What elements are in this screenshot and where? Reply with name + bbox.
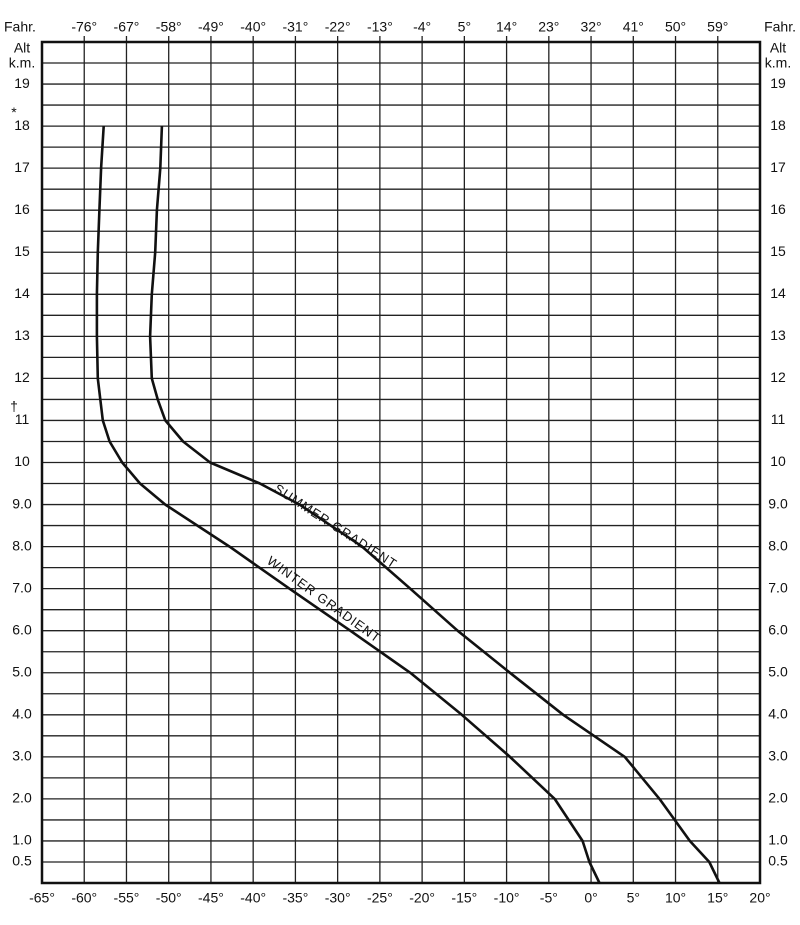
x2-tick-label: 23° xyxy=(538,19,559,35)
y-tick-label: 4.0 xyxy=(768,706,788,722)
y-tick-label: 15 xyxy=(770,243,786,259)
y-tick-label: 15 xyxy=(14,243,30,259)
x2-tick-label: -76° xyxy=(71,19,97,35)
y-tick-label: 16 xyxy=(14,201,30,217)
x2-tick-label: -58° xyxy=(156,19,182,35)
y-tick-label: 8.0 xyxy=(768,537,788,553)
y-tick-label: 5.0 xyxy=(12,663,32,679)
x-tick-label: 20° xyxy=(749,890,770,906)
x2-unit-label: Fahr. xyxy=(764,19,796,35)
y-tick-label: 14 xyxy=(14,285,30,301)
y-tick-label: 11 xyxy=(15,411,30,427)
annotation: † xyxy=(10,398,18,414)
x-tick-label: -15° xyxy=(451,890,477,906)
y-tick-label: 1.0 xyxy=(12,832,32,848)
y-tick-label: 2.0 xyxy=(768,790,788,806)
x2-tick-label: 32° xyxy=(580,19,601,35)
y-tick-label: 17 xyxy=(770,159,786,175)
x2-tick-label: -49° xyxy=(198,19,224,35)
y-tick-label: 5.0 xyxy=(768,663,788,679)
y-tick-label: 6.0 xyxy=(12,621,32,637)
x-tick-label: -35° xyxy=(282,890,308,906)
y-tick-label: 19 xyxy=(14,75,30,91)
x2-tick-label: -67° xyxy=(114,19,140,35)
x2-tick-label: -22° xyxy=(325,19,351,35)
x-tick-label: -20° xyxy=(409,890,435,906)
y-tick-label: 10 xyxy=(770,453,786,469)
x-tick-label: 0° xyxy=(584,890,597,906)
y-tick-label: 3.0 xyxy=(768,748,788,764)
x-tick-label: -45° xyxy=(198,890,224,906)
x-tick-label: -5° xyxy=(540,890,558,906)
gradient-curve xyxy=(95,126,601,884)
y-tick-label: 16 xyxy=(770,201,786,217)
y-tick-label: 8.0 xyxy=(12,537,32,553)
y-tick-label: 1.0 xyxy=(768,832,788,848)
x-tick-label: -25° xyxy=(367,890,393,906)
x2-tick-label: -13° xyxy=(367,19,393,35)
y-tick-label: 6.0 xyxy=(768,621,788,637)
y-tick-label: 18 xyxy=(14,117,30,133)
x-tick-label: 5° xyxy=(627,890,640,906)
x-tick-label: 10° xyxy=(665,890,686,906)
y-unit-label: Alt xyxy=(14,40,30,56)
y-unit-label: k.m. xyxy=(765,55,791,71)
annotation: * xyxy=(11,104,17,120)
y-tick-label: 18 xyxy=(770,117,786,133)
x-tick-label: -50° xyxy=(156,890,182,906)
x2-unit-label: Fahr. xyxy=(4,19,36,35)
x-tick-label: -60° xyxy=(71,890,97,906)
x-tick-label: -55° xyxy=(114,890,140,906)
y-tick-label: 10 xyxy=(14,453,30,469)
x2-tick-label: 50° xyxy=(665,19,686,35)
y-tick-label: 3.0 xyxy=(12,748,32,764)
x2-tick-label: 14° xyxy=(496,19,517,35)
y-tick-label: 14 xyxy=(770,285,786,301)
y-tick-label: 2.0 xyxy=(12,790,32,806)
y-tick-label: 0.5 xyxy=(12,853,32,869)
x-tick-label: 15° xyxy=(707,890,728,906)
y-tick-label: 13 xyxy=(770,327,786,343)
gradient-curve xyxy=(148,126,721,884)
y-tick-label: 19 xyxy=(770,75,786,91)
x2-tick-label: -31° xyxy=(282,19,308,35)
y-tick-label: 4.0 xyxy=(12,706,32,722)
y-tick-label: 0.5 xyxy=(768,853,788,869)
x2-tick-label: 41° xyxy=(623,19,644,35)
x2-tick-label: -4° xyxy=(413,19,431,35)
y-tick-label: 12 xyxy=(14,369,30,385)
y-tick-label: 11 xyxy=(771,411,786,427)
y-tick-label: 9.0 xyxy=(12,495,32,511)
x2-tick-label: -40° xyxy=(240,19,266,35)
x-tick-label: -10° xyxy=(494,890,520,906)
y-tick-label: 9.0 xyxy=(768,495,788,511)
y-unit-label: Alt xyxy=(770,40,786,56)
y-tick-label: 7.0 xyxy=(768,579,788,595)
y-tick-label: 17 xyxy=(14,159,30,175)
x2-tick-label: 59° xyxy=(707,19,728,35)
y-tick-label: 13 xyxy=(14,327,30,343)
plot-border xyxy=(40,40,762,885)
y-tick-label: 12 xyxy=(770,369,786,385)
x2-tick-label: 5° xyxy=(458,19,471,35)
x-tick-label: -30° xyxy=(325,890,351,906)
x-tick-label: -40° xyxy=(240,890,266,906)
x-tick-label: -65° xyxy=(29,890,55,906)
y-tick-label: 7.0 xyxy=(12,579,32,595)
y-unit-label: k.m. xyxy=(9,55,35,71)
